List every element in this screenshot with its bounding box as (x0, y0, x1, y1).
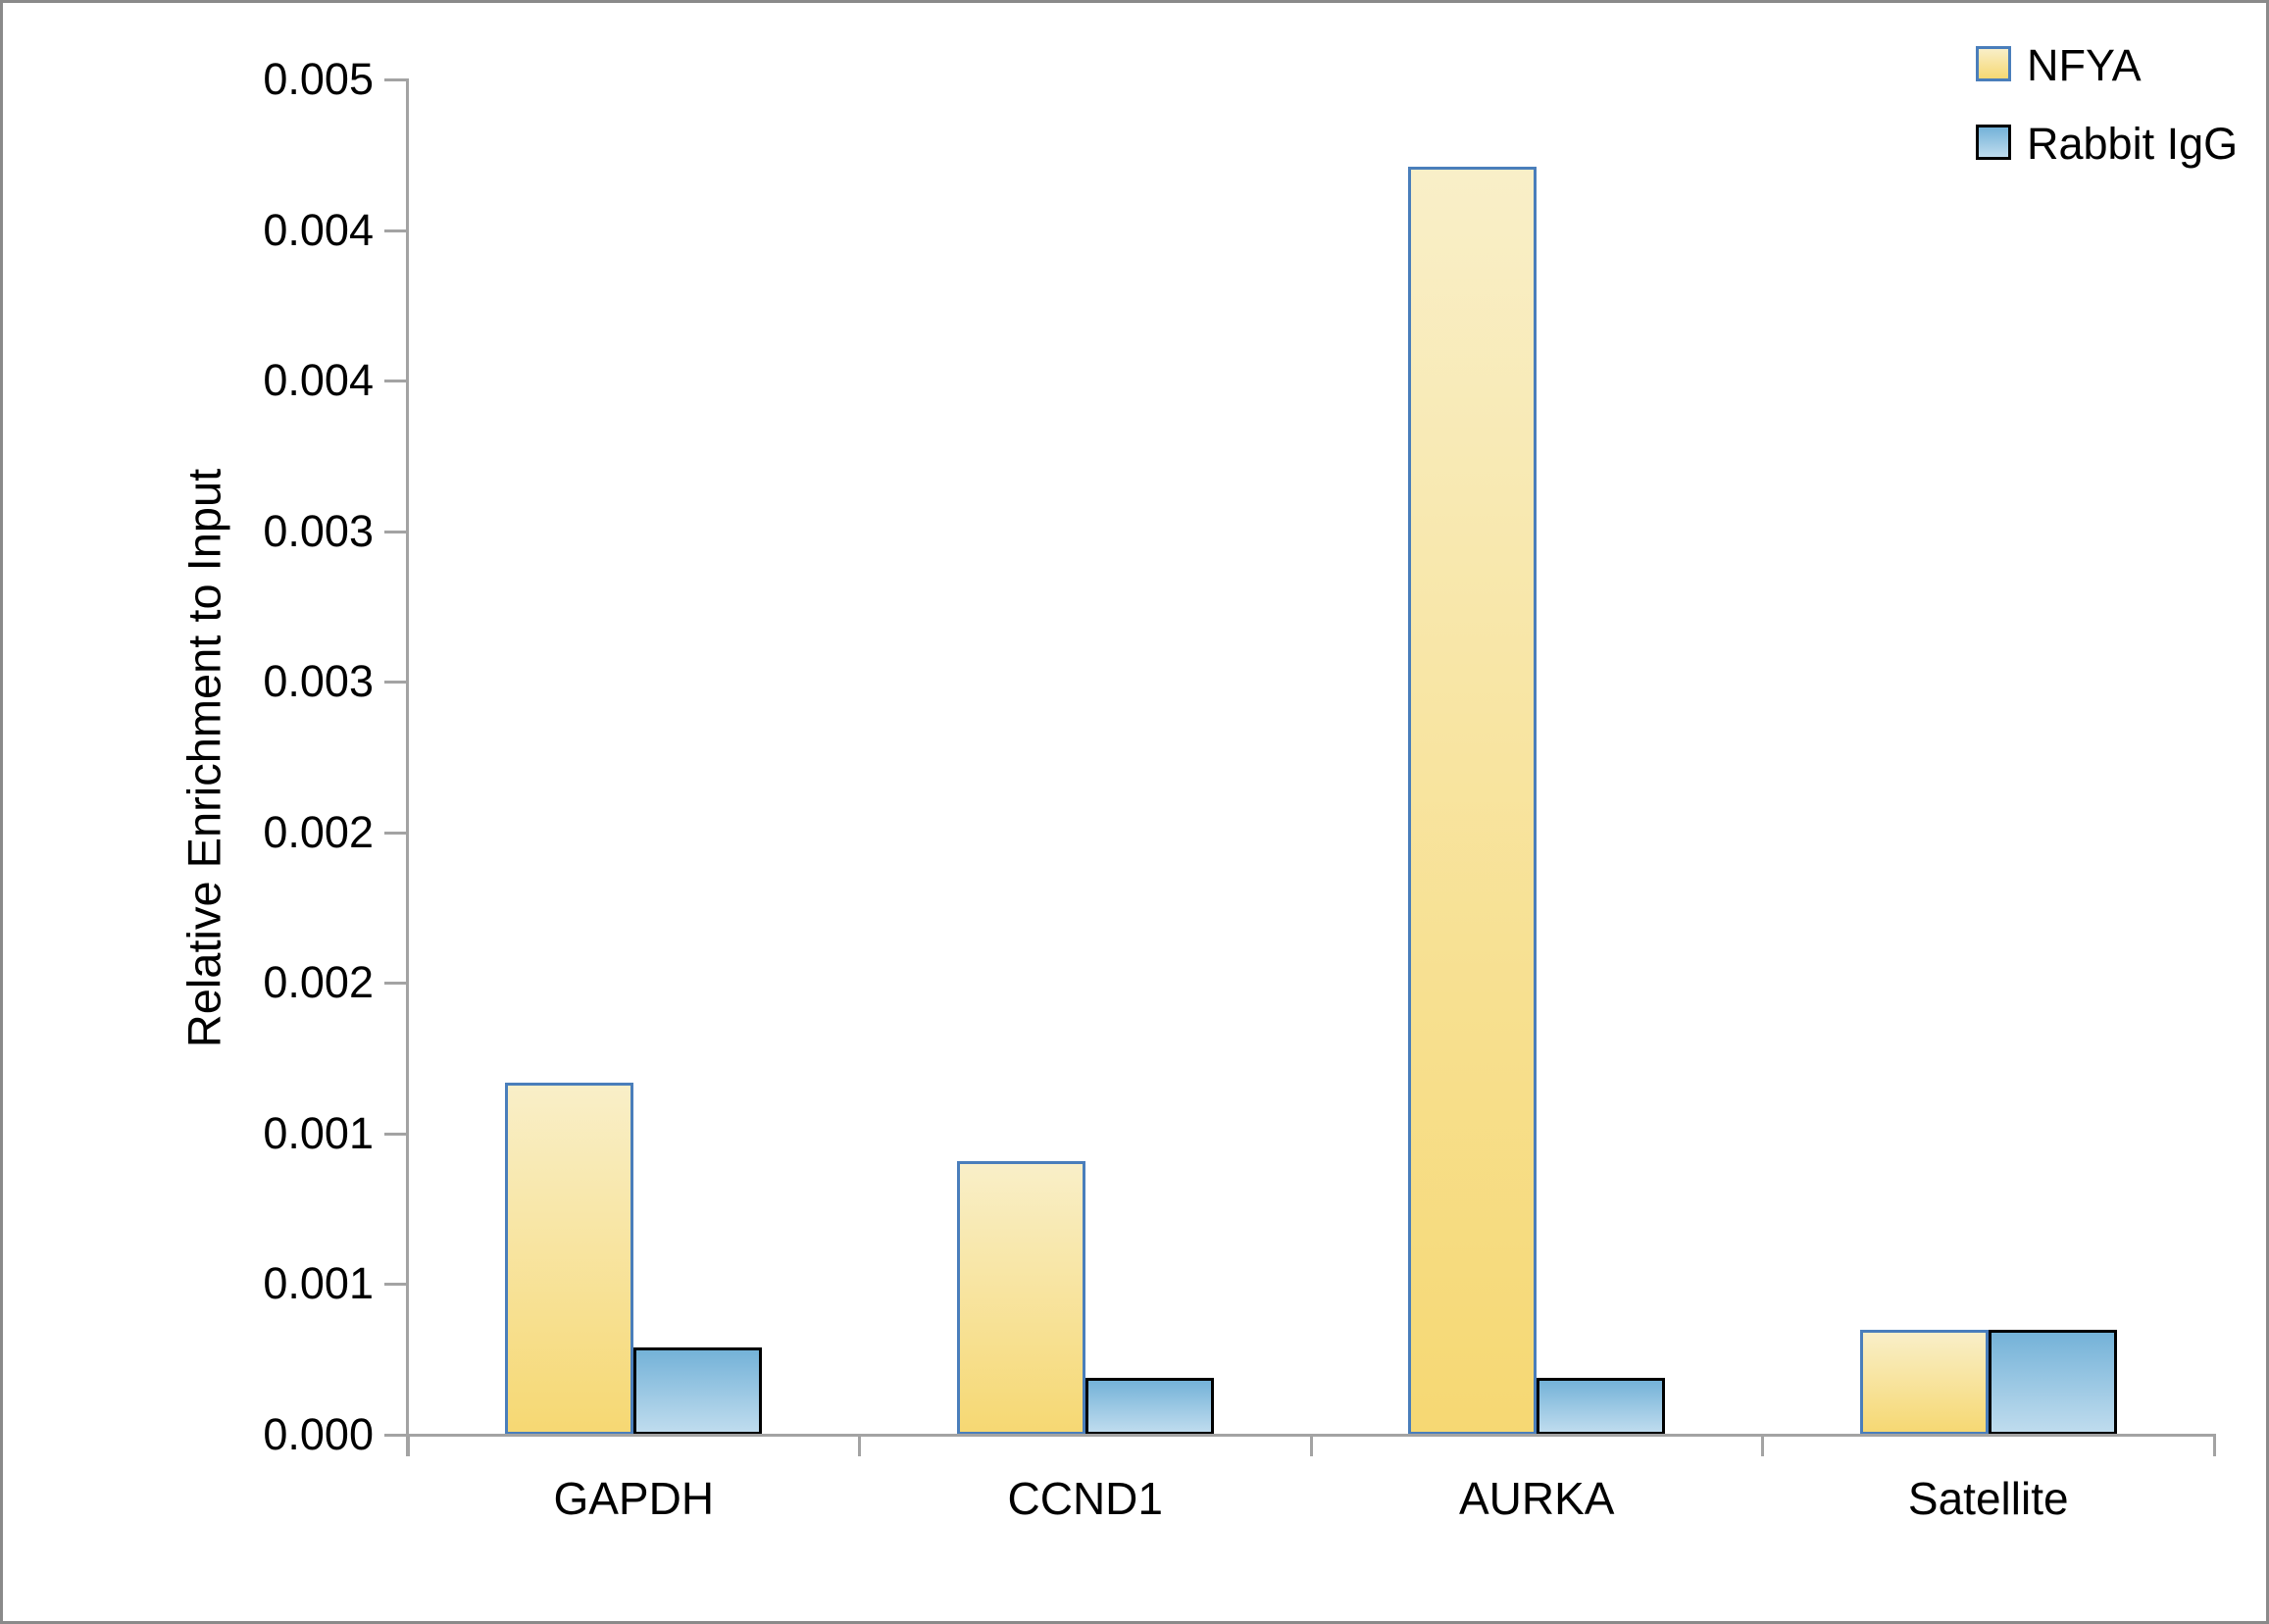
legend-label-nfya: NFYA (2027, 40, 2142, 90)
y-tick-mark (384, 530, 406, 533)
x-tick-mark (1761, 1435, 1764, 1456)
y-tick-mark (384, 681, 406, 685)
y-tick-mark (384, 831, 406, 835)
bar-nfya-ccnd1 (956, 1161, 1085, 1435)
legend-label-rabbit-igg: Rabbit IgG (2027, 119, 2239, 169)
bar-rabbit-igg-aurka (1537, 1378, 1666, 1435)
category-label-aurka: AURKA (1459, 1473, 1615, 1524)
y-tick-mark (384, 982, 406, 986)
y-tick-label: 0.003 (263, 656, 374, 707)
bar-nfya-aurka (1408, 167, 1538, 1435)
y-tick-label: 0.004 (263, 204, 374, 255)
category-label-gapdh: GAPDH (553, 1473, 715, 1524)
y-tick-label: 0.005 (263, 54, 374, 104)
y-tick-mark (384, 1434, 406, 1437)
y-tick-label: 0.002 (263, 957, 374, 1008)
y-tick-label: 0.000 (263, 1409, 374, 1459)
bar-rabbit-igg-gapdh (633, 1347, 763, 1435)
y-tick-mark (384, 1283, 406, 1287)
y-tick-label: 0.002 (263, 806, 374, 857)
y-tick-label: 0.004 (263, 355, 374, 406)
x-tick-mark (1309, 1435, 1313, 1456)
x-tick-mark (2212, 1435, 2216, 1456)
bar-nfya-satellite (1859, 1330, 1989, 1435)
y-tick-label: 0.001 (263, 1107, 374, 1158)
y-axis-line (406, 78, 409, 1456)
bar-rabbit-igg-satellite (1988, 1330, 2117, 1435)
y-tick-mark (384, 78, 406, 81)
y-tick-mark (384, 228, 406, 232)
legend-swatch-nfya (1976, 46, 2011, 81)
category-label-ccnd1: CCND1 (1007, 1473, 1163, 1524)
x-axis-line (406, 1434, 2216, 1437)
y-tick-mark (384, 380, 406, 383)
y-tick-label: 0.003 (263, 505, 374, 556)
y-tick-mark (384, 1132, 406, 1136)
category-label-satellite: Satellite (1907, 1473, 2069, 1524)
legend-swatch-rabbit-igg (1976, 125, 2011, 160)
bar-nfya-gapdh (505, 1083, 634, 1435)
y-tick-label: 0.001 (263, 1258, 374, 1309)
x-tick-mark (858, 1435, 861, 1456)
bar-rabbit-igg-ccnd1 (1084, 1378, 1214, 1435)
